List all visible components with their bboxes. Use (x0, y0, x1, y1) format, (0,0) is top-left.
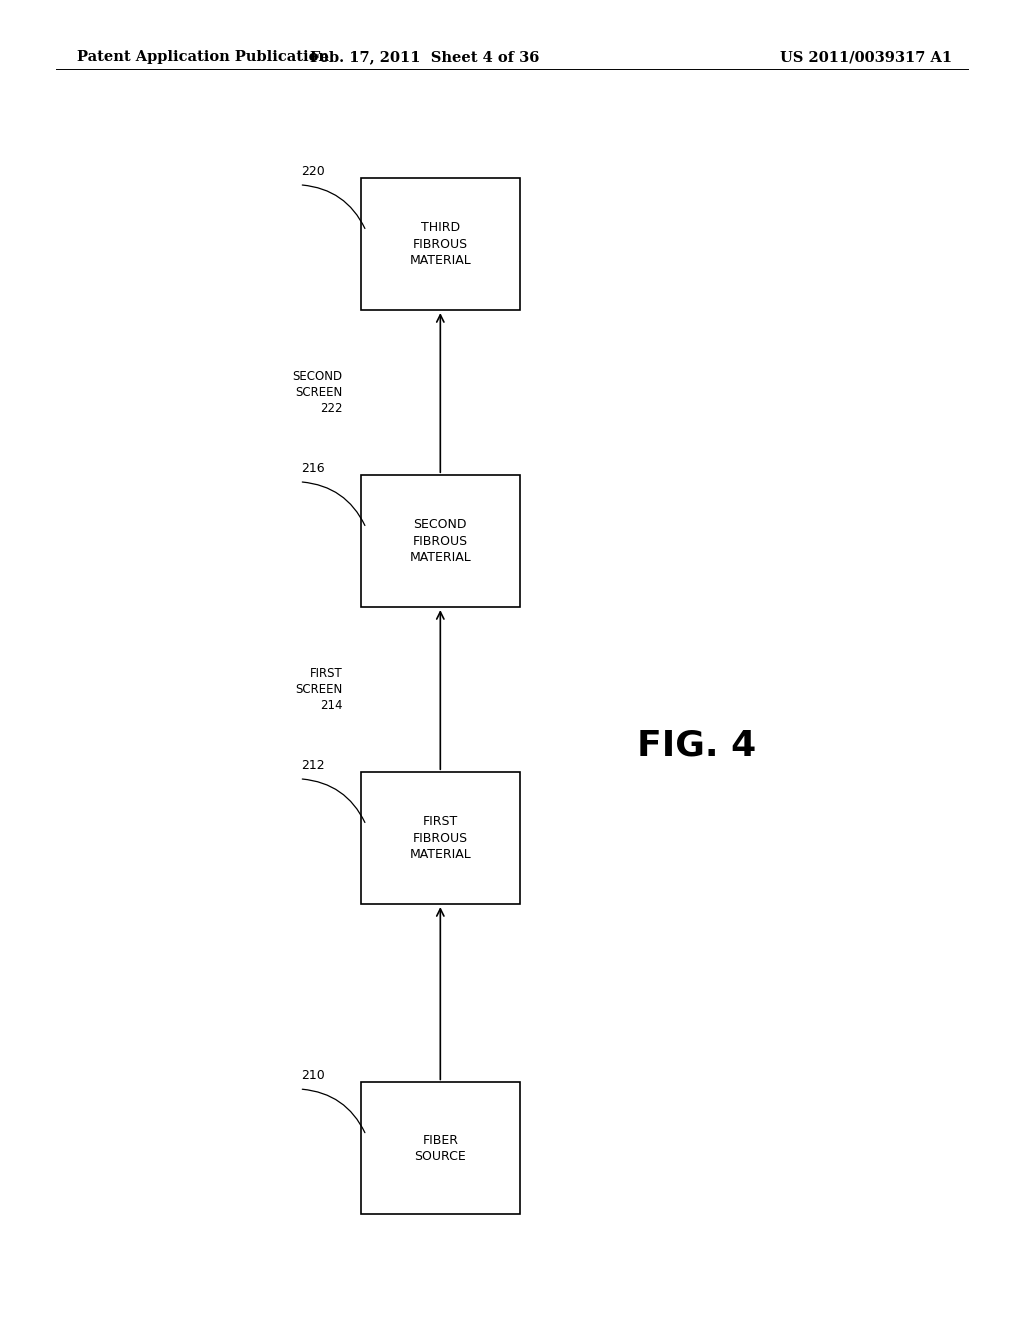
Text: US 2011/0039317 A1: US 2011/0039317 A1 (780, 50, 952, 65)
Text: SECOND
FIBROUS
MATERIAL: SECOND FIBROUS MATERIAL (410, 519, 471, 564)
Text: 210: 210 (301, 1069, 326, 1082)
Text: FIG. 4: FIG. 4 (637, 729, 756, 763)
Text: 216: 216 (301, 462, 326, 475)
Bar (360, 1082, 519, 1214)
Text: SECOND
SCREEN
222: SECOND SCREEN 222 (293, 370, 342, 414)
Bar (360, 772, 519, 904)
Text: 212: 212 (301, 759, 326, 772)
Text: Patent Application Publication: Patent Application Publication (77, 50, 329, 65)
Text: THIRD
FIBROUS
MATERIAL: THIRD FIBROUS MATERIAL (410, 222, 471, 267)
Text: FIRST
FIBROUS
MATERIAL: FIRST FIBROUS MATERIAL (410, 816, 471, 861)
Text: FIBER
SOURCE: FIBER SOURCE (415, 1134, 466, 1163)
Bar (360, 475, 519, 607)
Text: FIRST
SCREEN
214: FIRST SCREEN 214 (295, 667, 342, 711)
Bar (360, 178, 519, 310)
Text: 220: 220 (301, 165, 326, 178)
Text: Feb. 17, 2011  Sheet 4 of 36: Feb. 17, 2011 Sheet 4 of 36 (310, 50, 540, 65)
